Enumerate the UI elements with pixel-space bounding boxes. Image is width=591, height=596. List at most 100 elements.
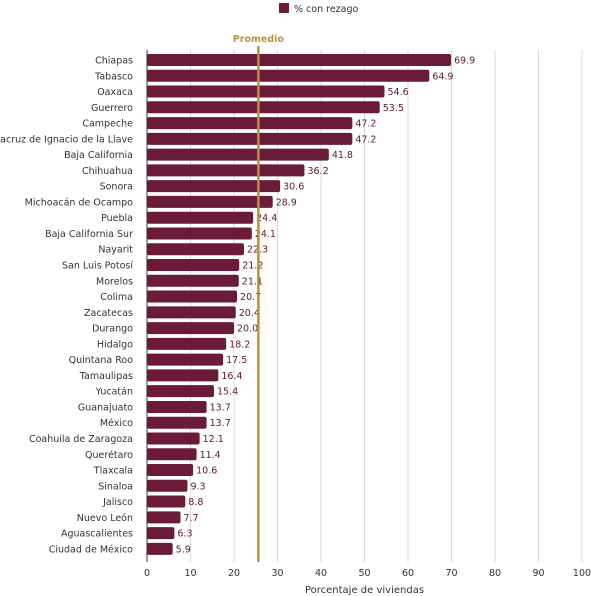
value-label: 21.2 xyxy=(242,261,263,272)
bar xyxy=(147,195,273,208)
reference-line-group: Promedio xyxy=(233,34,285,562)
value-label: 24.4 xyxy=(256,213,277,224)
value-labels: 69.964.954.653.547.247.241.836.230.628.9… xyxy=(176,56,476,556)
x-tick-label: 40 xyxy=(315,568,327,579)
category-label: Jalisco xyxy=(102,497,133,508)
value-label: 54.6 xyxy=(388,87,409,98)
bar xyxy=(147,101,380,114)
bar xyxy=(147,353,224,366)
bar xyxy=(147,448,197,461)
value-label: 28.9 xyxy=(276,197,297,208)
value-label: 69.9 xyxy=(454,56,475,67)
bar xyxy=(147,369,219,382)
bar xyxy=(147,85,385,98)
category-label: Oaxaca xyxy=(97,87,133,98)
bars xyxy=(147,54,452,555)
bar xyxy=(147,306,236,319)
value-label: 10.6 xyxy=(196,466,217,477)
value-label: 5.9 xyxy=(176,544,191,555)
bar xyxy=(147,164,305,177)
x-tick-label: 0 xyxy=(144,568,150,579)
category-label: Tlaxcala xyxy=(93,466,133,477)
bar xyxy=(147,479,188,492)
bar xyxy=(147,117,353,130)
category-label: México xyxy=(100,418,133,429)
category-label: Sonora xyxy=(100,182,133,193)
value-label: 20.4 xyxy=(239,308,260,319)
x-tick-label: 80 xyxy=(489,568,501,579)
value-label: 13.7 xyxy=(210,402,231,413)
value-label: 47.2 xyxy=(355,119,376,130)
category-label: Querétaro xyxy=(85,450,133,461)
value-label: 17.5 xyxy=(226,355,247,366)
value-label: 20.7 xyxy=(240,292,261,303)
value-label: 53.5 xyxy=(383,103,404,114)
value-label: 36.2 xyxy=(307,166,328,177)
value-label: 7.7 xyxy=(183,513,198,524)
bar xyxy=(147,511,181,524)
x-axis-ticks: 0 10 20 30 40 50 60 70 80 90 100 xyxy=(144,568,591,579)
value-label: 64.9 xyxy=(432,71,453,82)
bar xyxy=(147,290,238,303)
category-label: Chihuahua xyxy=(82,166,133,177)
value-label: 9.3 xyxy=(190,481,205,492)
category-label: Puebla xyxy=(101,213,133,224)
value-label: 21.1 xyxy=(242,276,263,287)
category-label: Veracruz de Ignacio de la Llave xyxy=(0,134,133,145)
value-label: 15.4 xyxy=(217,387,238,398)
x-tick-label: 60 xyxy=(402,568,414,579)
category-label: Hidalgo xyxy=(97,339,133,350)
value-label: 24.1 xyxy=(255,229,276,240)
category-label: Ciudad de México xyxy=(49,544,133,555)
category-label: Coahuila de Zaragoza xyxy=(29,434,133,445)
bar xyxy=(147,274,239,287)
category-label: Zacatecas xyxy=(84,308,133,319)
value-label: 41.8 xyxy=(332,150,353,161)
value-label: 12.1 xyxy=(203,434,224,445)
bar xyxy=(147,495,186,508)
category-label: Tabasco xyxy=(94,71,133,82)
bar xyxy=(147,432,200,445)
legend-label: % con rezago xyxy=(294,4,359,15)
legend: % con rezago xyxy=(279,3,359,15)
category-label: Yucatán xyxy=(95,387,133,398)
x-tick-label: 10 xyxy=(184,568,196,579)
x-tick-label: 30 xyxy=(271,568,283,579)
x-axis-title: Porcentaje de viviendas xyxy=(305,585,424,596)
bar xyxy=(147,69,430,82)
value-label: 8.8 xyxy=(188,497,203,508)
bar xyxy=(147,400,207,413)
value-label: 11.4 xyxy=(200,450,221,461)
category-label: Tamaulipas xyxy=(79,371,133,382)
bar xyxy=(147,180,281,193)
bar xyxy=(147,227,252,240)
bar xyxy=(147,243,245,256)
category-label: Morelos xyxy=(96,276,133,287)
category-label: Sinaloa xyxy=(98,481,133,492)
category-label: Colima xyxy=(100,292,133,303)
bar xyxy=(147,148,329,161)
x-tick-label: 50 xyxy=(358,568,370,579)
x-tick-label: 90 xyxy=(532,568,544,579)
value-label: 47.2 xyxy=(355,134,376,145)
x-tick-label: 100 xyxy=(573,568,591,579)
bar xyxy=(147,337,227,350)
value-label: 30.6 xyxy=(283,182,304,193)
bar xyxy=(147,416,207,429)
category-label: Guanajuato xyxy=(78,402,133,413)
bar xyxy=(147,132,353,145)
value-label: 18.2 xyxy=(229,339,250,350)
category-label: Michoacán de Ocampo xyxy=(25,197,134,208)
value-label: 20.0 xyxy=(237,324,258,335)
bar xyxy=(147,211,254,224)
value-label: 6.3 xyxy=(177,529,192,540)
bar xyxy=(147,527,175,540)
category-label: Quintana Roo xyxy=(69,355,134,366)
bar xyxy=(147,322,234,335)
bar xyxy=(147,259,240,272)
category-label: Aguascalientes xyxy=(61,529,133,540)
category-label: Nayarit xyxy=(98,245,133,256)
average-reference-label: Promedio xyxy=(233,34,285,45)
category-label: Chiapas xyxy=(95,56,133,67)
